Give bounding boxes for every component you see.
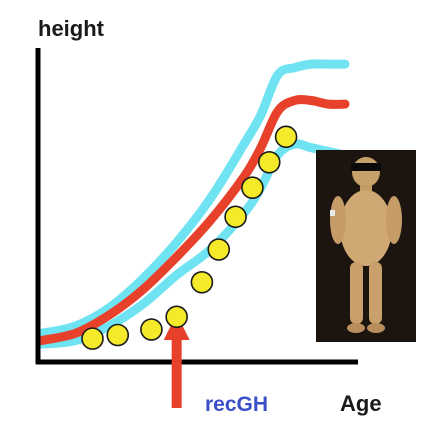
child-photo: [316, 150, 416, 342]
patient-points: [81, 125, 298, 350]
band-upper-curve: [37, 59, 350, 338]
data-point: [274, 125, 298, 149]
data-point: [106, 323, 130, 347]
x-axis-label: Age: [340, 391, 382, 416]
data-point: [81, 327, 104, 350]
arrow-shaft: [171, 338, 182, 408]
reference-curve: [37, 94, 350, 345]
data-point: [140, 318, 163, 341]
data-point: [241, 176, 264, 200]
data-point: [224, 205, 247, 229]
data-point: [190, 270, 214, 294]
data-point: [257, 150, 281, 174]
annotation-label: recGH: [205, 393, 269, 416]
axes: [35, 48, 358, 365]
data-point: [207, 238, 231, 261]
data-point: [165, 305, 188, 329]
reference-band: [37, 59, 350, 349]
y-axis-label: height: [38, 16, 104, 41]
median-curve: [37, 94, 350, 345]
